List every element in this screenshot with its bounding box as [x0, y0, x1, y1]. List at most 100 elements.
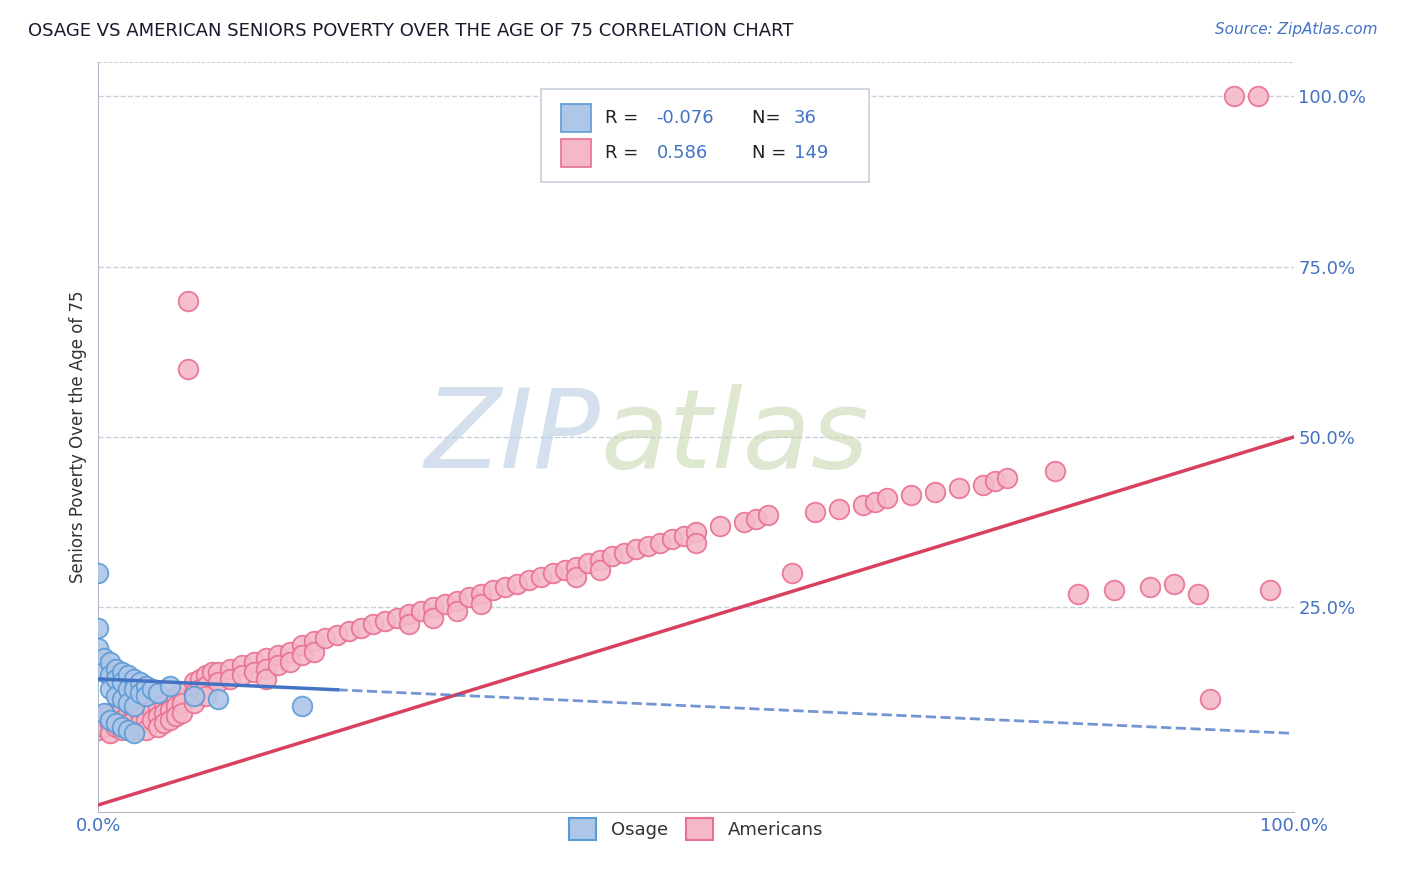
- Point: [1043, 464, 1066, 478]
- Y-axis label: Seniors Poverty Over the Age of 75: Seniors Poverty Over the Age of 75: [69, 291, 87, 583]
- Point: [900, 488, 922, 502]
- Point: [411, 604, 433, 618]
- Point: [124, 726, 146, 740]
- Point: [972, 477, 994, 491]
- Point: [105, 716, 128, 731]
- Point: [733, 515, 755, 529]
- Point: [852, 498, 875, 512]
- Point: [105, 709, 128, 723]
- Point: [135, 689, 157, 703]
- Point: [87, 641, 110, 656]
- Point: [207, 692, 229, 706]
- Point: [494, 580, 516, 594]
- Text: R =: R =: [605, 109, 644, 127]
- Point: [98, 716, 122, 731]
- Point: [165, 709, 187, 723]
- Point: [98, 668, 122, 682]
- Point: [148, 685, 170, 699]
- Point: [517, 573, 540, 587]
- Text: R =: R =: [605, 145, 650, 162]
- Point: [141, 682, 163, 697]
- Point: [924, 484, 946, 499]
- Point: [201, 665, 224, 679]
- Text: 36: 36: [794, 109, 817, 127]
- Point: [124, 702, 146, 716]
- Point: [602, 549, 624, 564]
- Point: [124, 713, 146, 727]
- Point: [177, 293, 200, 308]
- Point: [87, 723, 110, 737]
- Point: [117, 682, 139, 697]
- Point: [685, 535, 707, 549]
- Point: [195, 668, 218, 682]
- Point: [804, 505, 827, 519]
- Point: [339, 624, 361, 639]
- Point: [278, 645, 301, 659]
- Point: [111, 723, 134, 737]
- Text: N =: N =: [752, 145, 792, 162]
- Point: [243, 665, 266, 679]
- Point: [159, 702, 181, 716]
- Point: [315, 631, 337, 645]
- Point: [422, 610, 444, 624]
- Point: [1187, 587, 1209, 601]
- Point: [745, 512, 768, 526]
- Point: [135, 723, 157, 737]
- Point: [148, 720, 170, 734]
- Point: [98, 713, 122, 727]
- Point: [207, 675, 229, 690]
- Point: [254, 662, 277, 676]
- Point: [291, 638, 314, 652]
- Point: [434, 597, 457, 611]
- Point: [93, 720, 115, 734]
- Point: [135, 702, 157, 716]
- Point: [398, 617, 420, 632]
- Point: [111, 675, 134, 690]
- Point: [756, 508, 779, 523]
- Point: [554, 563, 576, 577]
- Point: [135, 679, 157, 693]
- Point: [1139, 580, 1161, 594]
- Text: atlas: atlas: [600, 384, 869, 491]
- Point: [117, 723, 139, 737]
- Point: [129, 706, 152, 720]
- Point: [117, 706, 139, 720]
- Point: [984, 475, 1007, 489]
- Point: [172, 706, 194, 720]
- Point: [111, 665, 134, 679]
- Point: [481, 583, 505, 598]
- Point: [231, 668, 253, 682]
- FancyBboxPatch shape: [561, 103, 591, 132]
- Point: [124, 699, 146, 714]
- Point: [470, 587, 492, 601]
- Point: [183, 696, 205, 710]
- Point: [530, 570, 553, 584]
- Point: [948, 481, 970, 495]
- Point: [111, 720, 134, 734]
- Point: [93, 709, 115, 723]
- Point: [117, 716, 139, 731]
- Point: [117, 696, 139, 710]
- Point: [111, 713, 134, 727]
- Point: [876, 491, 898, 506]
- Point: [291, 699, 314, 714]
- Text: -0.076: -0.076: [657, 109, 714, 127]
- Point: [183, 689, 205, 703]
- Point: [780, 566, 803, 581]
- Point: [98, 706, 122, 720]
- Point: [673, 529, 696, 543]
- Point: [111, 692, 134, 706]
- Point: [231, 658, 253, 673]
- Point: [219, 662, 242, 676]
- Point: [141, 702, 163, 716]
- Point: [93, 665, 115, 679]
- Point: [648, 535, 672, 549]
- Point: [565, 570, 588, 584]
- Point: [183, 685, 205, 699]
- Point: [422, 600, 444, 615]
- Point: [87, 713, 110, 727]
- Point: [541, 566, 564, 581]
- Point: [254, 672, 277, 686]
- Point: [589, 563, 612, 577]
- Point: [1163, 576, 1185, 591]
